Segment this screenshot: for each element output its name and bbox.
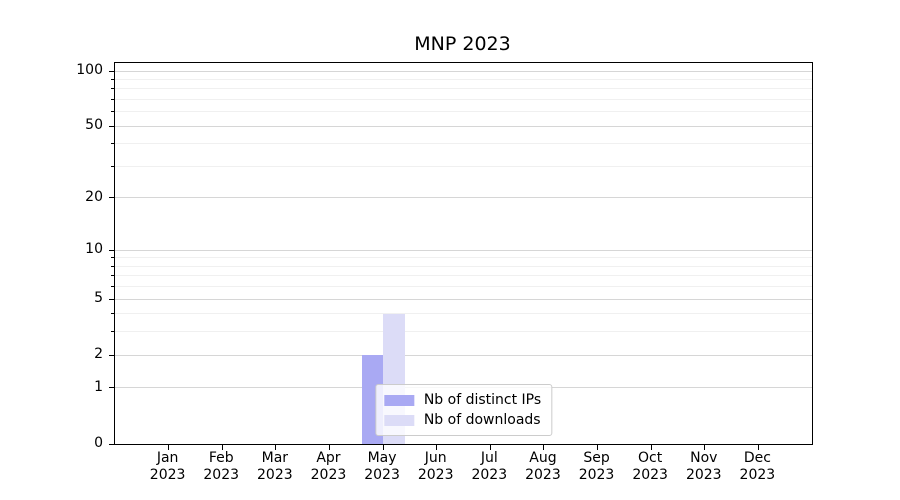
y-tick-mark: [109, 354, 114, 356]
x-tick-mark: [543, 445, 545, 450]
x-tick-label: Nov 2023: [685, 450, 722, 483]
y-tick-label: 5: [94, 290, 103, 307]
y-minor-tick-mark: [111, 165, 114, 167]
major-gridline: [115, 125, 812, 127]
y-tick-label: 0: [94, 435, 103, 451]
x-tick-mark: [650, 445, 652, 450]
x-tick-mark: [704, 445, 706, 450]
y-tick-label: 10: [85, 241, 103, 258]
x-tick-label: Jan 2023: [149, 450, 186, 483]
y-tick-label: 100: [76, 62, 103, 78]
minor-gridline: [115, 331, 812, 333]
y-tick-mark: [109, 443, 114, 445]
minor-gridline: [115, 88, 812, 90]
major-gridline: [115, 354, 812, 356]
major-gridline: [115, 197, 812, 199]
x-tick-label: Aug 2023: [525, 450, 561, 483]
minor-gridline: [115, 265, 812, 267]
y-tick-mark: [109, 70, 114, 72]
x-tick-label: May 2023: [364, 450, 400, 483]
y-tick-mark: [109, 249, 114, 251]
minor-gridline: [115, 165, 812, 167]
x-tick-mark: [757, 445, 759, 450]
legend: Nb of distinct IPs Nb of downloads: [374, 384, 553, 436]
x-tick-label: Mar 2023: [257, 450, 293, 483]
y-tick-label: 20: [85, 188, 103, 205]
chart-title: MNP 2023: [414, 33, 511, 55]
minor-gridline: [115, 98, 812, 100]
y-minor-tick-mark: [111, 313, 114, 315]
y-minor-tick-mark: [111, 88, 114, 90]
legend-label-distinct-ips: Nb of distinct IPs: [423, 392, 542, 408]
legend-swatch-downloads-icon: [383, 414, 414, 426]
x-tick-mark: [436, 445, 438, 450]
y-minor-tick-mark: [111, 286, 114, 288]
x-tick-mark: [328, 445, 330, 450]
minor-gridline: [115, 111, 812, 113]
x-tick-label: Dec 2023: [739, 450, 776, 483]
x-tick-label: Apr 2023: [310, 450, 347, 483]
y-minor-tick-mark: [111, 257, 114, 259]
x-tick-label: Jun 2023: [417, 450, 454, 483]
minor-gridline: [115, 313, 812, 315]
y-tick-mark: [109, 298, 114, 300]
y-minor-tick-mark: [111, 143, 114, 145]
x-tick-mark: [275, 445, 277, 450]
y-minor-tick-mark: [111, 331, 114, 333]
y-minor-tick-mark: [111, 265, 114, 267]
x-tick-mark: [168, 445, 170, 450]
y-minor-tick-mark: [111, 98, 114, 100]
legend-label-downloads: Nb of downloads: [423, 412, 541, 428]
y-tick-label: 1: [94, 378, 103, 395]
legend-swatch-distinct-ips-icon: [383, 394, 414, 406]
y-minor-tick-mark: [111, 111, 114, 113]
x-tick-mark: [221, 445, 223, 450]
x-tick-label: Oct 2023: [632, 450, 668, 483]
minor-gridline: [115, 143, 812, 145]
legend-item-downloads: Nb of downloads: [383, 410, 541, 430]
x-tick-label: Feb 2023: [203, 450, 240, 483]
x-tick-mark: [382, 445, 384, 450]
y-tick-label: 50: [85, 117, 103, 134]
minor-gridline: [115, 275, 812, 277]
minor-gridline: [115, 257, 812, 259]
minor-gridline: [115, 286, 812, 288]
y-minor-tick-mark: [111, 275, 114, 277]
legend-item-distinct-ips: Nb of distinct IPs: [383, 390, 542, 410]
plot-area: Nb of distinct IPs Nb of downloads: [109, 62, 813, 450]
x-tick-label: Jul 2023: [471, 450, 508, 483]
x-tick-mark: [489, 445, 491, 450]
x-tick-mark: [597, 445, 599, 450]
y-minor-tick-mark: [111, 78, 114, 80]
y-tick-mark: [109, 197, 114, 199]
y-tick-mark: [109, 387, 114, 389]
y-tick-mark: [109, 125, 114, 127]
major-gridline: [115, 249, 812, 251]
minor-gridline: [115, 78, 812, 80]
major-gridline: [115, 298, 812, 300]
major-gridline: [115, 70, 812, 72]
x-tick-label: Sep 2023: [578, 450, 615, 483]
y-tick-label: 2: [94, 346, 103, 363]
